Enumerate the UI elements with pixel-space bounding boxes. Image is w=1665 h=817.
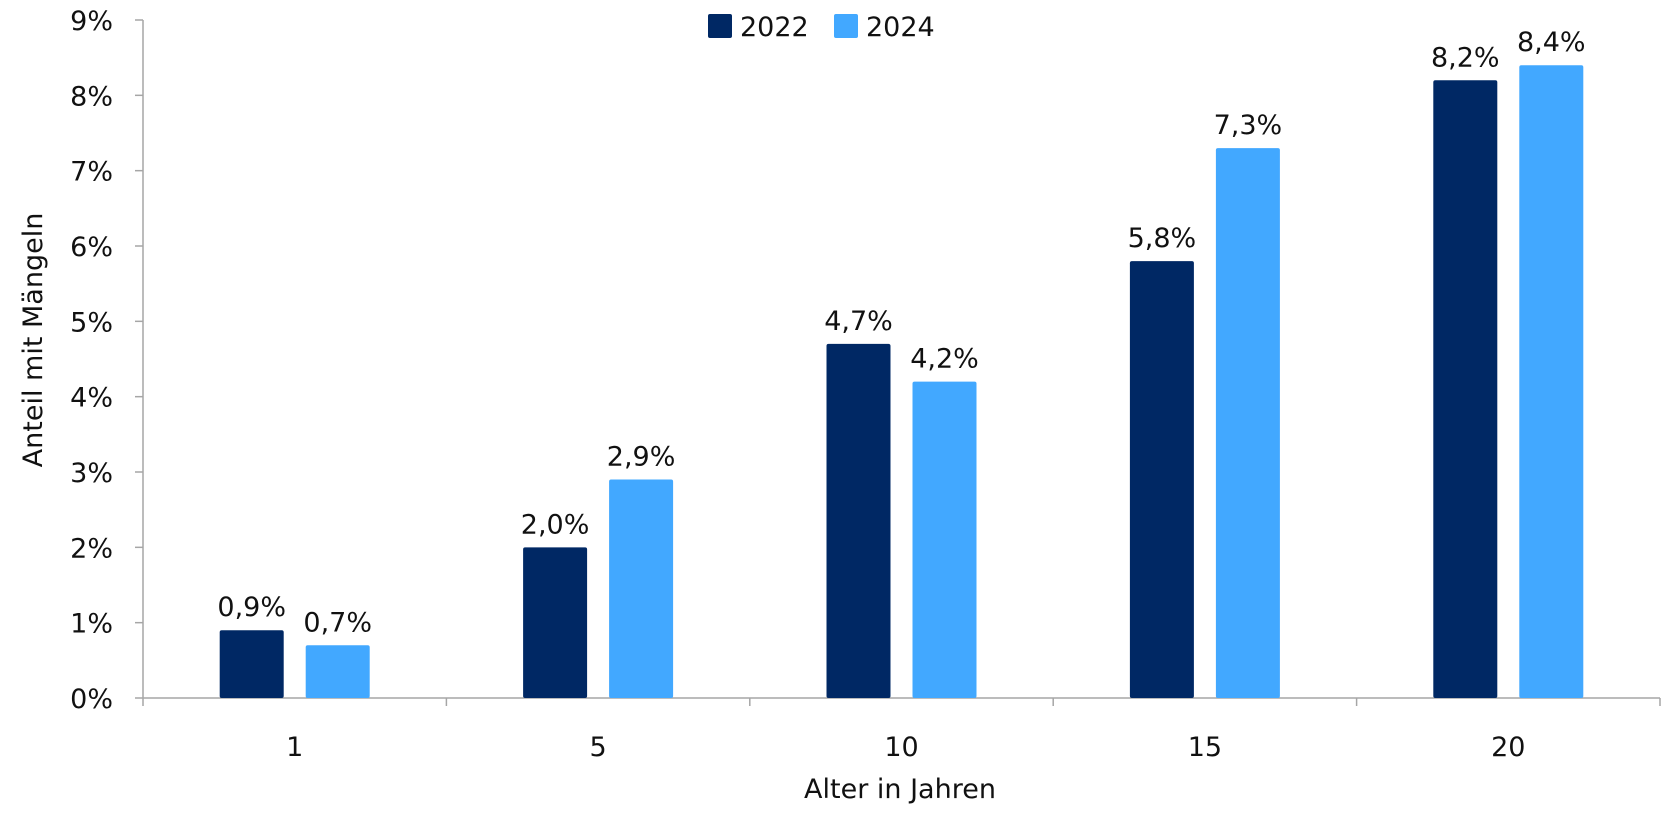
data-label: 2,0% [521, 509, 590, 540]
data-label: 4,7% [824, 306, 893, 337]
x-tick-label: 15 [1188, 732, 1222, 763]
legend-label: 2024 [866, 12, 935, 43]
x-tick-label: 10 [884, 732, 918, 763]
data-label: 8,4% [1517, 27, 1586, 58]
data-label: 7,3% [1214, 110, 1283, 141]
y-tick-label: 6% [70, 232, 113, 263]
x-axis-title: Alter in Jahren [804, 774, 996, 805]
bars [219, 65, 1584, 699]
bar-2022 [826, 343, 891, 698]
data-label: 5,8% [1128, 223, 1197, 254]
data-label: 8,2% [1431, 42, 1500, 73]
legend-label: 2022 [740, 12, 809, 43]
y-tick-label: 1% [70, 609, 113, 640]
y-axis-title: Anteil mit Mängeln [18, 213, 49, 468]
y-tick-label: 5% [70, 307, 113, 338]
y-tick-label: 9% [70, 6, 113, 37]
y-axis: 0% 1% 2% 3% 4% 5% 6% 7% 8% 9% [70, 6, 144, 715]
legend-swatch-2024 [834, 14, 858, 38]
y-tick-label: 0% [70, 684, 113, 715]
data-label: 2,9% [607, 442, 676, 473]
x-tick-label: 5 [590, 732, 607, 763]
bar-2024 [912, 381, 977, 698]
data-labels: 0,9% 0,7% 2,0% 2,9% 4,7% 4,2% 5,8% 7,3% 8,2% 8,4% [217, 27, 1585, 638]
y-tick-label: 2% [70, 533, 113, 564]
bar-2024 [1215, 148, 1280, 699]
data-label: 4,2% [910, 344, 979, 375]
bar-2022 [523, 547, 588, 698]
y-tick-label: 7% [70, 157, 113, 188]
legend-swatch-2022 [708, 14, 732, 38]
bar-2022 [1129, 261, 1194, 698]
bar-2024 [305, 645, 370, 698]
data-label: 0,7% [303, 607, 372, 638]
y-tick-label: 4% [70, 383, 113, 414]
legend: 2022 2024 [708, 12, 935, 43]
bar-2024 [1519, 65, 1584, 698]
bar-2022 [219, 630, 284, 698]
data-label: 0,9% [217, 592, 286, 623]
y-tick-label: 8% [70, 81, 113, 112]
y-tick-label: 3% [70, 458, 113, 489]
x-tick-label: 20 [1491, 732, 1525, 763]
bar-2022 [1433, 80, 1498, 699]
bar-2024 [609, 479, 674, 698]
x-tick-label: 1 [286, 732, 303, 763]
x-axis: 1 5 10 15 20 [142, 697, 1661, 763]
